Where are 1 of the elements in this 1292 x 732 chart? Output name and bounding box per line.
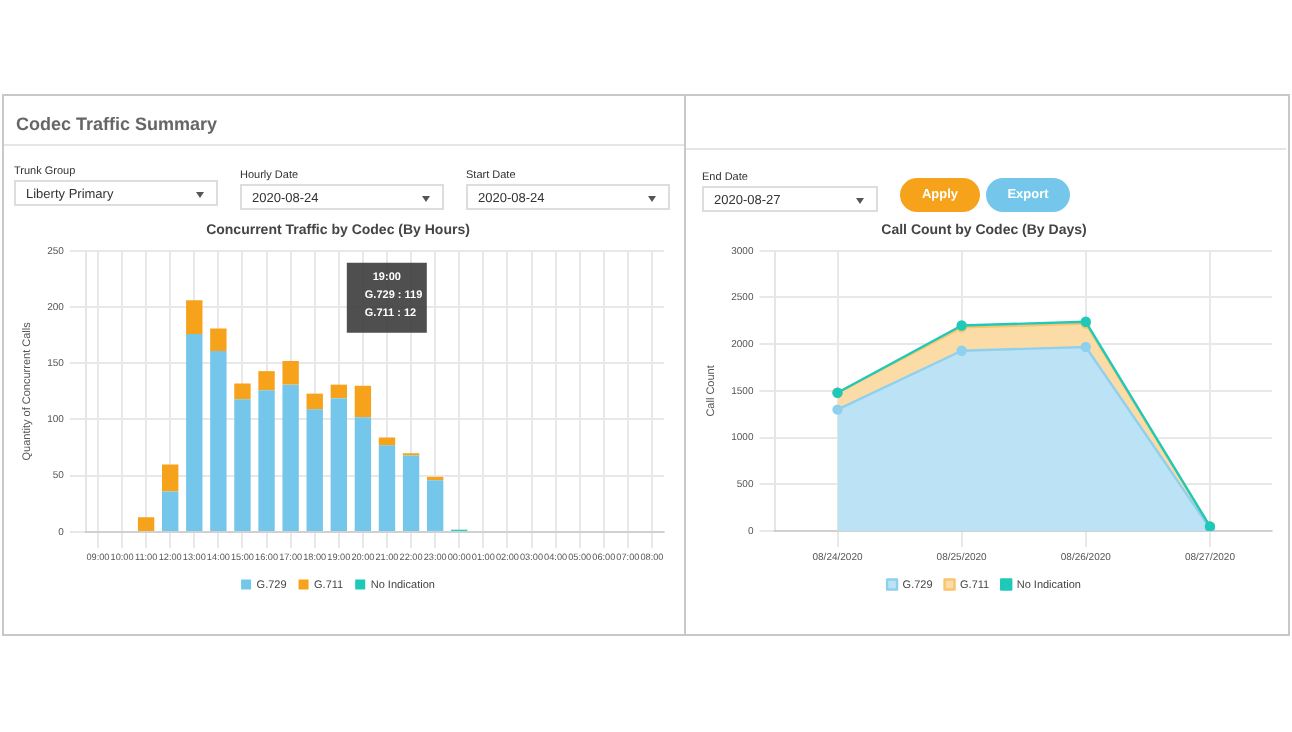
text: Codec Traffic Summary [16,114,218,134]
